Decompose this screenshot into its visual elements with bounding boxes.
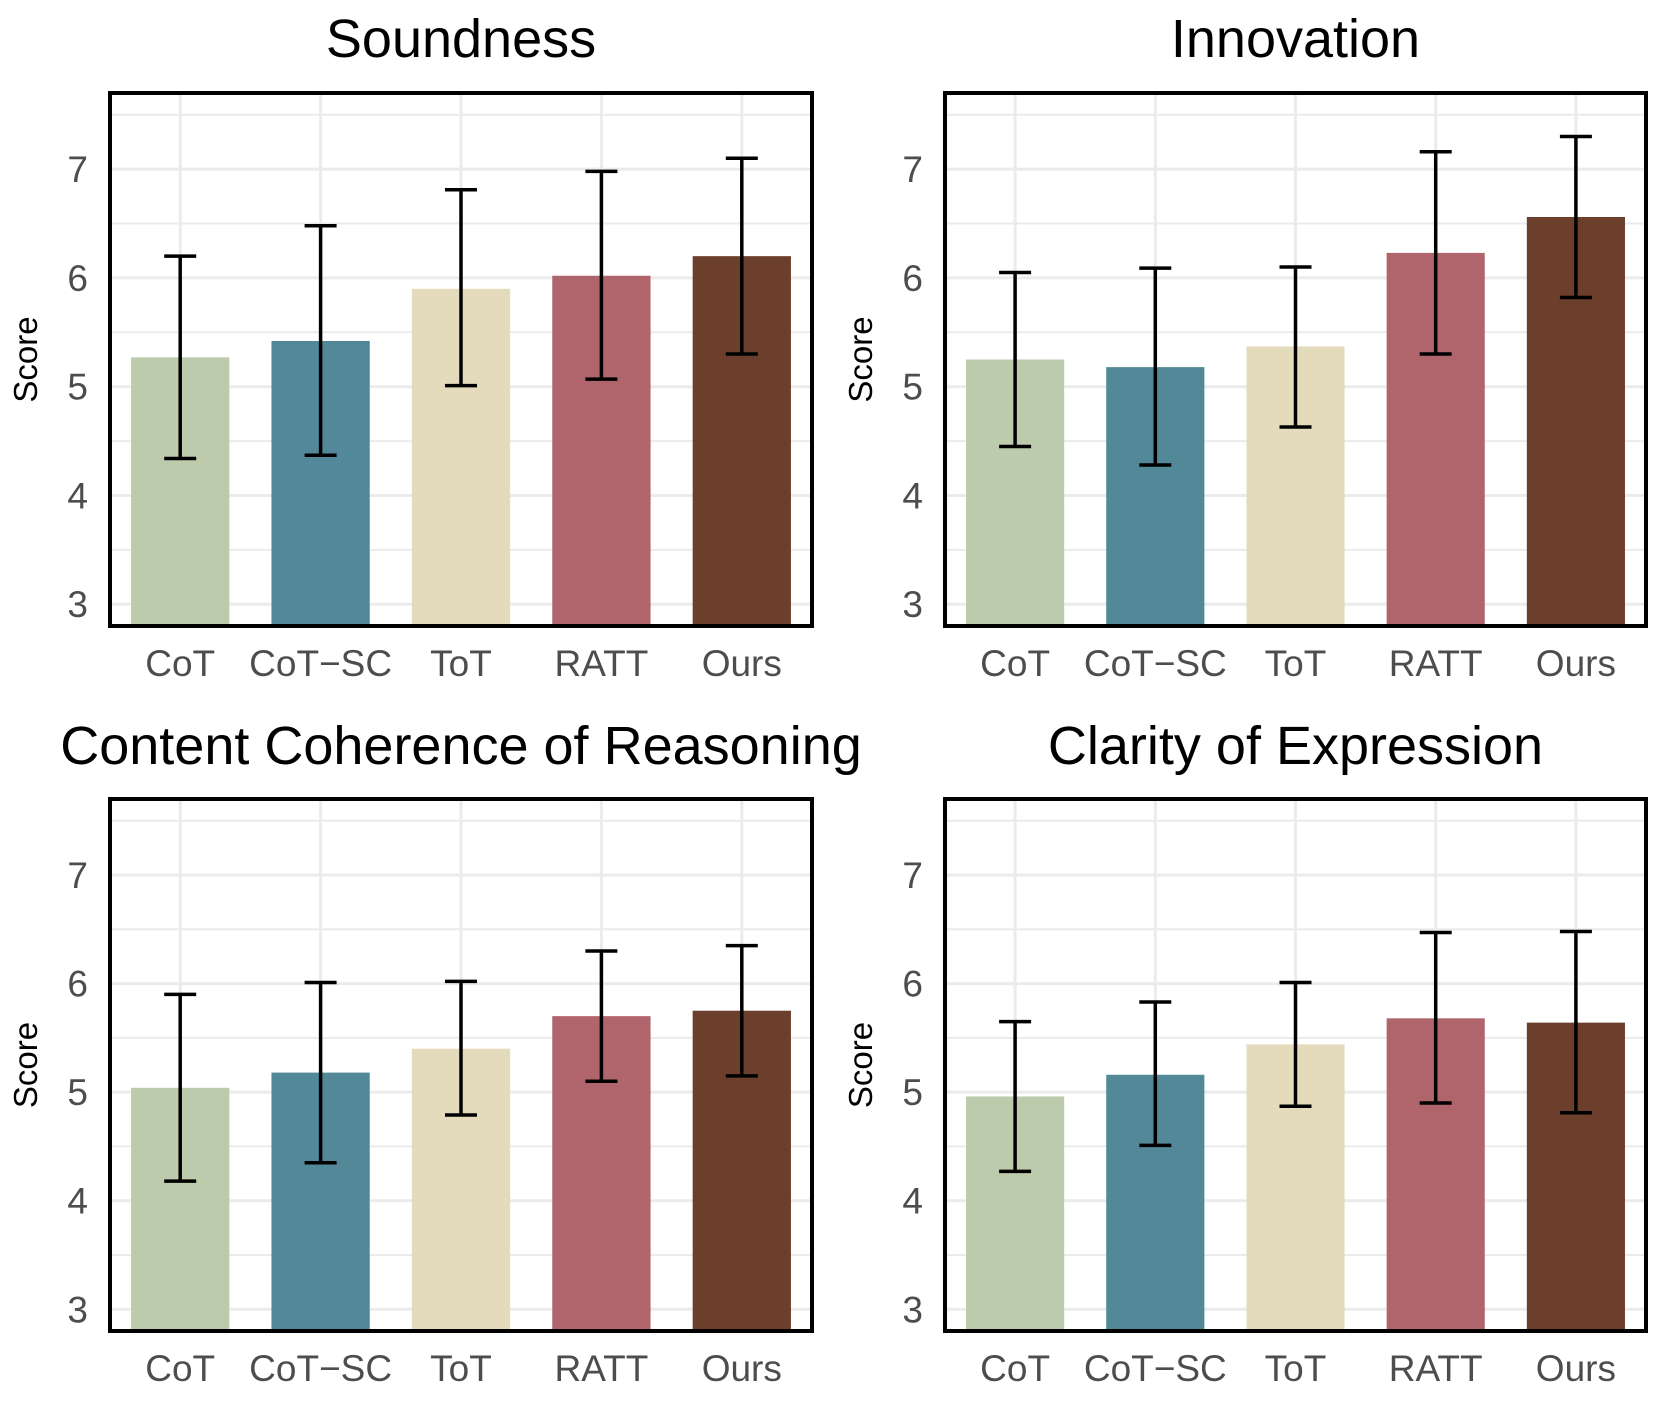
error-bar: [1139, 266, 1172, 467]
x-tick-label: CoT−SC: [249, 643, 392, 684]
panel-title: Soundness: [326, 9, 596, 69]
error-bar: [445, 188, 477, 388]
chart-panel-3: 3 4 5 6 7 CoT CoT−SC ToT RATT Ours Content Coheren…: [7, 716, 862, 1389]
y-tick-label: 5: [902, 367, 923, 408]
error-bar: [725, 156, 758, 356]
y-tick-label: 7: [902, 149, 923, 190]
error-bar: [585, 169, 618, 381]
x-tick-label: Ours: [702, 643, 782, 684]
y-tick-label: 3: [902, 584, 923, 625]
y-tick-label: 6: [67, 964, 88, 1005]
x-tick-label: ToT: [430, 643, 492, 684]
x-tick-label: ToT: [430, 1348, 492, 1389]
y-tick-label: 5: [902, 1072, 923, 1113]
chart-panel-4: 3 4 5 6 7 CoT CoT−SC ToT RATT Ours Clarity of Expr…: [842, 716, 1648, 1389]
panel-title: Content Coherence of Reasoning: [60, 716, 862, 776]
x-tick-label: RATT: [554, 1348, 648, 1389]
y-tick-label: 4: [67, 475, 88, 516]
chart-panel-2: 3 4 5 6 7 CoT CoT−SC ToT RATT Ours Innovation Score: [842, 9, 1648, 684]
y-tick-label: 7: [67, 855, 88, 896]
plot-frame: [943, 91, 1648, 628]
error-bar: [1279, 980, 1312, 1109]
x-tick-label: CoT−SC: [1084, 643, 1227, 684]
y-axis-label: Score: [7, 1022, 44, 1108]
error-bar: [1419, 149, 1452, 356]
x-tick-label: CoT: [980, 1348, 1050, 1389]
y-tick-label: 6: [902, 964, 923, 1005]
error-bar: [725, 943, 758, 1078]
error-bar: [1559, 929, 1592, 1115]
error-bar: [999, 1019, 1032, 1174]
x-tick-label: ToT: [1265, 1348, 1327, 1389]
error-bar: [164, 254, 197, 461]
x-tick-label: CoT: [145, 1348, 215, 1389]
error-bar: [1559, 134, 1592, 300]
x-tick-label: Ours: [1536, 643, 1616, 684]
error-bar: [585, 949, 618, 1084]
y-tick-label: 4: [902, 475, 923, 516]
y-tick-label: 7: [67, 149, 88, 190]
x-tick-label: RATT: [1389, 643, 1483, 684]
x-tick-label: ToT: [1265, 643, 1327, 684]
plot-frame: [108, 91, 814, 628]
y-tick-label: 6: [67, 258, 88, 299]
y-tick-label: 7: [902, 855, 923, 896]
y-axis-label: Score: [842, 316, 879, 402]
x-tick-label: Ours: [1536, 1348, 1616, 1389]
y-tick-label: 4: [902, 1181, 923, 1222]
x-tick-label: RATT: [554, 643, 648, 684]
error-bar: [445, 979, 477, 1117]
error-bar: [304, 223, 337, 457]
y-tick-label: 3: [902, 1289, 923, 1330]
plot-frame: [943, 797, 1648, 1333]
y-tick-label: 6: [902, 258, 923, 299]
error-bar: [999, 270, 1032, 449]
panel-title: Clarity of Expression: [1048, 716, 1543, 776]
error-bar: [1419, 930, 1452, 1105]
x-tick-label: Ours: [702, 1348, 782, 1389]
y-tick-label: 3: [67, 1289, 88, 1330]
error-bar: [304, 980, 337, 1165]
plot-frame: [108, 797, 814, 1333]
error-bar: [1279, 265, 1312, 429]
panel-title: Innovation: [1171, 9, 1420, 69]
x-tick-label: RATT: [1389, 1348, 1483, 1389]
chart-panel-1: 3 4 5 6 7 CoT CoT−SC ToT RATT Ours Soundness Score: [7, 9, 814, 684]
y-tick-label: 5: [67, 1072, 88, 1113]
x-tick-label: CoT: [145, 643, 215, 684]
error-bar: [1139, 1000, 1172, 1148]
y-axis-label: Score: [7, 316, 44, 402]
x-tick-label: CoT−SC: [249, 1348, 392, 1389]
y-tick-label: 3: [67, 584, 88, 625]
x-tick-label: CoT: [980, 643, 1050, 684]
y-axis-label: Score: [842, 1022, 879, 1108]
x-tick-label: CoT−SC: [1084, 1348, 1227, 1389]
y-tick-label: 5: [67, 367, 88, 408]
error-bar: [164, 992, 197, 1183]
y-tick-label: 4: [67, 1181, 88, 1222]
